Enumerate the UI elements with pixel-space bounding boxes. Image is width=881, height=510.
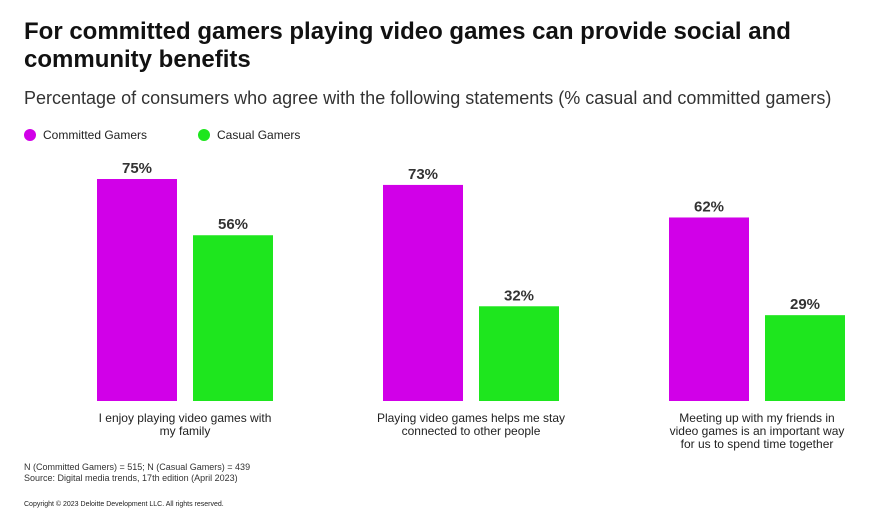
chart-title: For committed gamers playing video games… bbox=[24, 18, 791, 73]
legend-label-committed: Committed Gamers bbox=[43, 128, 148, 142]
legend-item-committed: Committed Gamers bbox=[24, 126, 147, 144]
bar-casual-2 bbox=[479, 306, 559, 401]
footnote-source: Source: Digital media trends, 17th editi… bbox=[24, 473, 238, 483]
legend-item-casual: Casual Gamers bbox=[198, 126, 300, 144]
legend-label-casual: Casual Gamers bbox=[217, 128, 301, 142]
data-label-committed-1: 75% bbox=[122, 160, 152, 177]
category-label-line: my family bbox=[160, 424, 211, 438]
category-label-1: I enjoy playing video games with my famil… bbox=[99, 411, 272, 438]
category-label-2: Playing video games helps me stay connect… bbox=[377, 411, 565, 438]
category-label-line: for us to spend time together bbox=[681, 437, 834, 451]
bar-committed-2 bbox=[383, 184, 463, 401]
footnote-sample-size: N (Committed Gamers) = 515; N (Casual Ga… bbox=[24, 462, 251, 472]
bar-committed-3 bbox=[669, 217, 749, 401]
bar-chart: 75% 56% I enjoy playing video games with my… bbox=[97, 160, 845, 451]
footnotes: N (Committed Gamers) = 515; N (Casual Ga… bbox=[24, 462, 250, 484]
data-label-casual-1: 56% bbox=[218, 216, 248, 233]
category-label-3: Meeting up with my friends in video games… bbox=[670, 411, 845, 451]
category-label-line: I enjoy playing video games with bbox=[99, 411, 272, 425]
chart-subtitle: Percentage of consumers who agree with t… bbox=[24, 88, 832, 108]
category-label-line: Playing video games helps me stay bbox=[377, 411, 565, 425]
data-label-casual-3: 29% bbox=[790, 296, 820, 313]
data-label-committed-2: 73% bbox=[408, 166, 438, 183]
copyright: Copyright © 2023 Deloitte Development LL… bbox=[24, 501, 224, 508]
bar-committed-1 bbox=[97, 179, 177, 401]
bar-casual-3 bbox=[765, 315, 845, 401]
legend-swatch-committed bbox=[24, 128, 36, 141]
category-label-line: video games is an important way bbox=[670, 424, 845, 438]
legend-swatch-casual bbox=[198, 128, 210, 141]
data-label-casual-2: 32% bbox=[504, 287, 534, 304]
category-label-line: Meeting up with my friends in bbox=[679, 411, 834, 425]
bar-casual-1 bbox=[193, 235, 273, 401]
data-label-committed-3: 62% bbox=[694, 198, 724, 215]
category-label-line: connected to other people bbox=[402, 424, 541, 438]
